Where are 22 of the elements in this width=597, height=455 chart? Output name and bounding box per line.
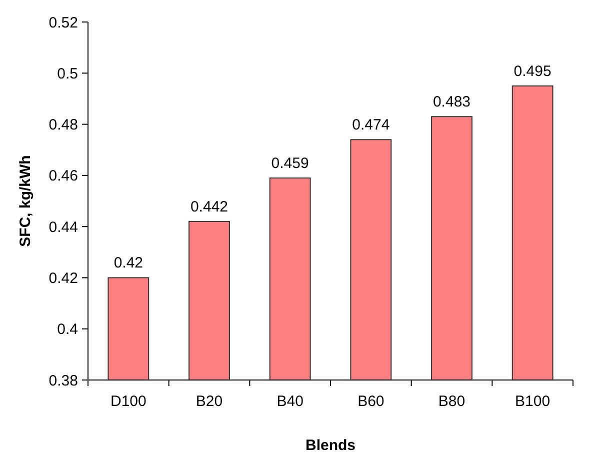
data-label: 0.459 (271, 154, 309, 172)
x-tick-label: B20 (196, 393, 223, 410)
x-tick-label: D100 (110, 393, 146, 410)
y-tick-label: 0.42 (48, 270, 78, 287)
x-tick-label: B80 (438, 393, 466, 410)
data-label: 0.474 (352, 116, 390, 134)
x-tick-label: B40 (276, 393, 304, 410)
data-label: 0.442 (190, 198, 228, 216)
y-tick-label: 0.38 (48, 372, 78, 390)
x-axis-title: Blends (305, 437, 356, 454)
y-tick-label: 0.52 (48, 14, 78, 32)
y-tick-label: 0.48 (48, 116, 78, 134)
data-label: 0.483 (432, 94, 471, 111)
y-tick-label: 0.44 (48, 218, 78, 236)
y-tick-label: 0.4 (57, 321, 78, 338)
y-tick-label: 0.46 (48, 168, 78, 185)
x-tick-label: B100 (515, 393, 550, 410)
y-tick-label: 0.5 (57, 65, 78, 82)
y-axis-title: SFC, kg/kWh (17, 155, 34, 247)
data-label: 0.42 (114, 254, 144, 272)
data-label: 0.495 (514, 62, 552, 80)
x-tick-label: B60 (358, 393, 384, 410)
